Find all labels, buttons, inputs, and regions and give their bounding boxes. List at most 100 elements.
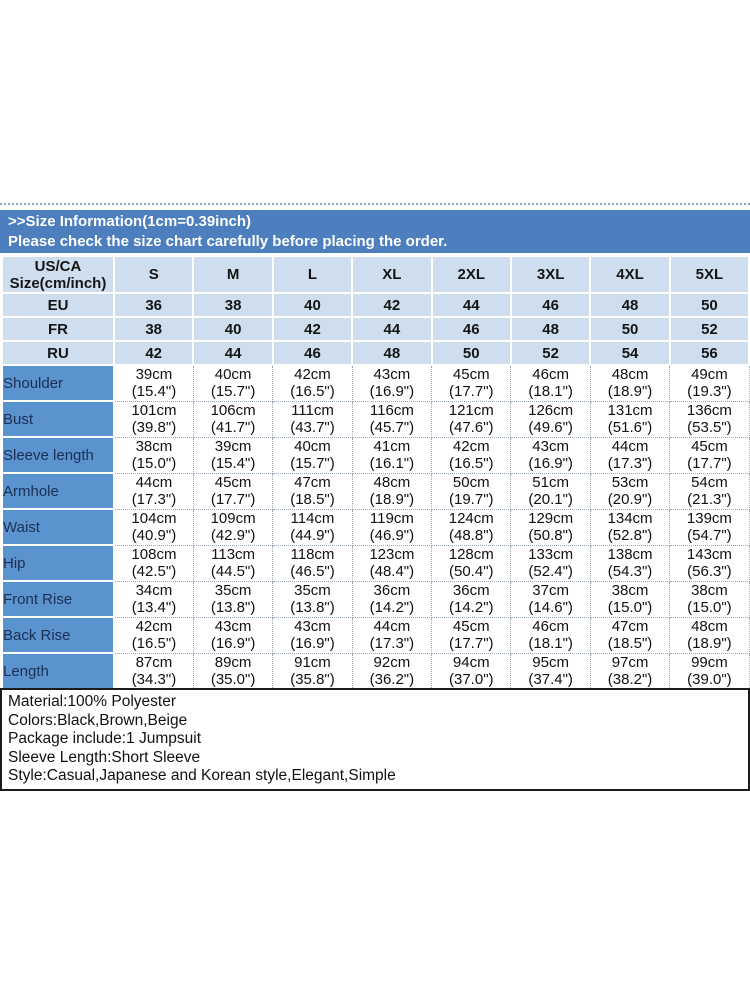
measurement-label-armhole: Armhole: [1, 472, 115, 510]
measurement-value-cell: 44cm (17.3"): [589, 436, 671, 474]
size-header-m: M: [192, 255, 274, 294]
value-inch: (15.0"): [131, 455, 177, 472]
value-inch: (16.9"): [369, 383, 415, 401]
value-inch: (54.3"): [607, 563, 653, 580]
measurement-value-cell: 99cm (39.0"): [669, 652, 750, 690]
value-cm: 139cm: [686, 510, 732, 527]
value-inch: (15.7"): [290, 455, 335, 472]
value-inch: (16.1"): [369, 455, 415, 472]
value-inch: (16.9"): [290, 635, 335, 652]
value-cm: 43cm: [214, 618, 252, 635]
value-inch: (19.7"): [449, 491, 494, 508]
measurement-value-cell: 35cm (13.8"): [192, 580, 274, 618]
value-inch: (18.5"): [290, 491, 335, 508]
value-cm: 97cm: [611, 654, 649, 671]
region-value-cell: 38: [192, 292, 274, 318]
measurement-value-cell: 91cm (35.8"): [272, 652, 353, 690]
value-inch: (49.6"): [528, 419, 573, 436]
value-inch: (35.8"): [290, 671, 335, 688]
measurement-value-cell: 42cm (16.5"): [113, 616, 194, 654]
measurement-value-cell: 38cm (15.0"): [113, 436, 194, 474]
measurement-value-cell: 124cm (48.8"): [431, 508, 512, 546]
value-inch: (16.5"): [449, 455, 494, 472]
value-inch: (56.3"): [687, 563, 732, 580]
measurement-value-cell: 50cm (19.7"): [431, 472, 512, 510]
value-cm: 47cm: [611, 618, 649, 635]
value-inch: (48.8"): [449, 527, 494, 544]
value-inch: (41.7"): [210, 419, 256, 436]
region-value-cell: 44: [192, 340, 274, 366]
corner-line2: Size(cm/inch): [9, 274, 107, 292]
value-inch: (14.2"): [369, 599, 415, 616]
value-cm: 53cm: [611, 474, 649, 491]
value-cm: 44cm: [611, 438, 649, 455]
measurement-value-cell: 95cm (37.4"): [510, 652, 591, 690]
value-cm: 45cm: [452, 366, 490, 384]
size-header-xl: XL: [351, 255, 433, 294]
measurement-label-back-rise: Back Rise: [1, 616, 115, 654]
measurement-value-cell: 36cm (14.2"): [351, 580, 433, 618]
measurement-value-cell: 87cm (34.3"): [113, 652, 194, 690]
value-inch: (46.9"): [369, 527, 415, 544]
size-info-banner: >>Size Information(1cm=0.39inch) Please …: [0, 210, 750, 253]
value-inch: (20.1"): [528, 491, 573, 508]
measurement-value-cell: 44cm (17.3"): [351, 616, 433, 654]
region-value-cell: 50: [430, 340, 512, 366]
value-cm: 38cm: [611, 582, 649, 599]
value-cm: 129cm: [528, 510, 574, 527]
value-inch: (54.7"): [687, 527, 732, 544]
value-inch: (15.4"): [131, 383, 177, 401]
value-inch: (20.9"): [607, 491, 653, 508]
product-info-box: Material:100% Polyester Colors:Black,Brow…: [0, 688, 750, 791]
value-inch: (17.7"): [687, 455, 732, 472]
value-inch: (42.5"): [131, 563, 177, 580]
measurement-value-cell: 139cm (54.7"): [669, 508, 750, 546]
value-cm: 36cm: [452, 582, 490, 599]
measurement-value-cell: 47cm (18.5"): [272, 472, 353, 510]
value-inch: (50.4"): [449, 563, 494, 580]
value-inch: (16.5"): [290, 383, 335, 401]
value-cm: 44cm: [373, 618, 411, 635]
value-cm: 37cm: [532, 582, 569, 599]
region-value-cell: 42: [112, 340, 195, 366]
corner-header-cell: US/CA Size(cm/inch): [1, 255, 115, 294]
value-cm: 126cm: [528, 402, 574, 419]
value-cm: 101cm: [131, 402, 177, 419]
measurement-value-cell: 126cm (49.6"): [510, 400, 591, 438]
measurement-label-waist: Waist: [1, 508, 115, 546]
measurement-row-back-rise: Back Rise 42cm (16.5") 43cm (16.9") 43cm (16.9…: [1, 616, 750, 654]
measurement-label-sleeve-length: Sleeve length: [1, 436, 115, 474]
value-cm: 104cm: [131, 510, 177, 527]
measurement-value-cell: 39cm (15.4"): [113, 364, 194, 402]
measurement-value-cell: 46cm (18.1"): [510, 616, 591, 654]
measurement-value-cell: 92cm (36.2"): [351, 652, 433, 690]
measurement-value-cell: 131cm (51.6"): [589, 400, 671, 438]
region-value-cell: 54: [589, 340, 671, 366]
measurement-value-cell: 101cm (39.8"): [113, 400, 194, 438]
value-inch: (17.3"): [607, 455, 653, 472]
measurement-value-cell: 123cm (48.4"): [351, 544, 433, 582]
region-value-cell: 40: [192, 316, 274, 342]
measurement-value-cell: 43cm (16.9"): [272, 616, 353, 654]
product-info-line-2: Package include:1 Jumpsuit: [8, 730, 202, 748]
size-header-2xl: 2XL: [430, 255, 512, 294]
value-inch: (18.9"): [607, 383, 653, 401]
measurement-row-shoulder: Shoulder 39cm (15.4") 40cm (15.7") 42cm (16.5"…: [1, 364, 750, 402]
size-header-5xl: 5XL: [668, 255, 750, 294]
value-cm: 94cm: [452, 654, 490, 671]
region-row-ru: RU 42 44 46 48 50 52 54 56: [1, 340, 750, 366]
value-cm: 95cm: [532, 654, 569, 671]
product-info-line-4: Style:Casual,Japanese and Korean style,E…: [8, 767, 396, 785]
measurement-value-cell: 128cm (50.4"): [431, 544, 512, 582]
value-inch: (16.5"): [131, 635, 177, 652]
value-inch: (17.3"): [369, 635, 415, 652]
measurement-value-cell: 40cm (15.7"): [272, 436, 353, 474]
region-value-cell: 50: [668, 292, 750, 318]
measurement-value-cell: 39cm (15.4"): [192, 436, 274, 474]
measurement-value-cell: 36cm (14.2"): [431, 580, 512, 618]
region-value-cell: 48: [589, 292, 671, 318]
measurement-value-cell: 48cm (18.9"): [589, 364, 671, 402]
value-cm: 39cm: [135, 366, 173, 384]
measurement-value-cell: 114cm (44.9"): [272, 508, 353, 546]
size-header-s: S: [112, 255, 195, 294]
